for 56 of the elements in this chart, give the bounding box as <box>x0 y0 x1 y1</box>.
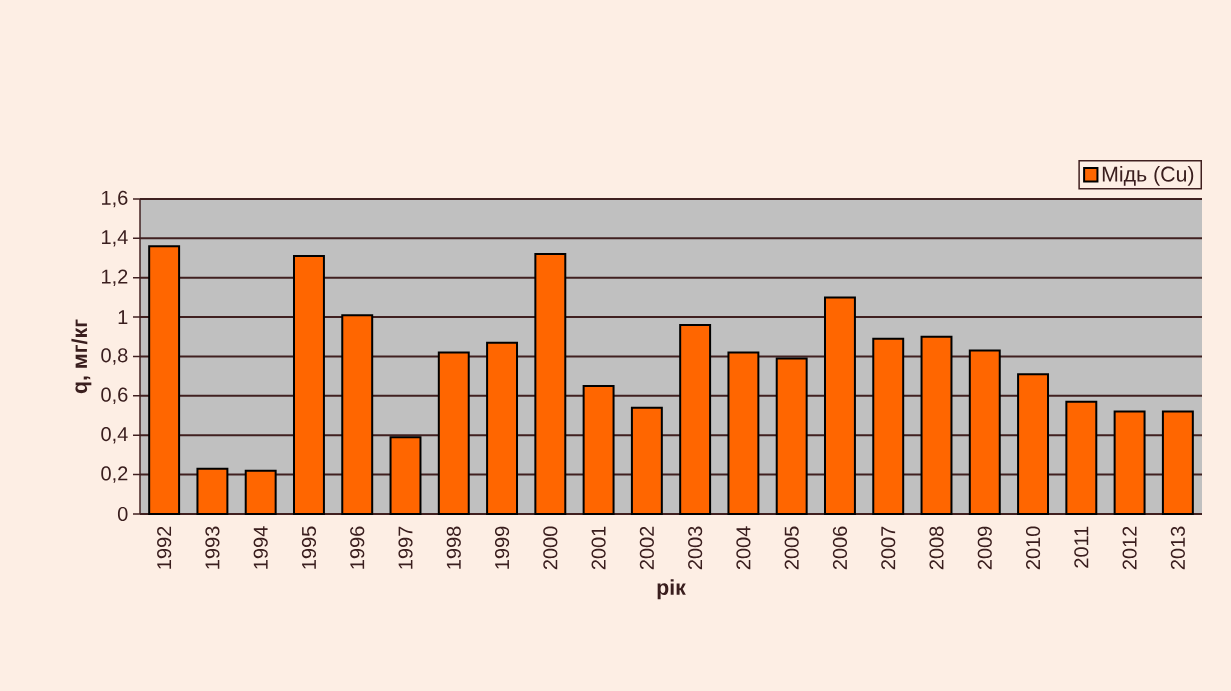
legend-label: Мідь (Cu) <box>1102 166 1194 186</box>
x-tick-label: 2006 <box>832 526 848 570</box>
bar <box>582 385 615 515</box>
y-tick-label: 1,6 <box>102 190 128 208</box>
x-tick-label: 2012 <box>1122 526 1137 570</box>
x-tick-label: 2013 <box>1170 526 1185 570</box>
x-tick-label: 1999 <box>494 526 510 569</box>
x-tick-label: 1994 <box>253 526 268 569</box>
x-tick-label: 2004 <box>736 526 751 570</box>
y-tick-label: 1,4 <box>102 230 128 247</box>
y-tick-label: 0 <box>117 506 128 522</box>
bar <box>824 296 856 515</box>
bar <box>727 351 760 515</box>
y-tick-label: 0,8 <box>101 348 128 365</box>
bar <box>389 436 422 515</box>
bar <box>293 255 325 515</box>
bar <box>775 357 808 515</box>
bar <box>486 341 519 515</box>
x-tick-label: 2001 <box>591 526 606 570</box>
x-tick-label: 2007 <box>881 526 896 570</box>
x-tick-label: 1992 <box>157 526 172 569</box>
bar <box>630 406 663 515</box>
x-tick-label: 1995 <box>301 526 317 569</box>
x-tick-label: 2000 <box>543 526 558 570</box>
x-tick-label: 2011 <box>1074 526 1089 568</box>
y-tick-label: 0,6 <box>101 387 128 405</box>
bar <box>437 351 470 515</box>
bar <box>920 335 953 515</box>
x-axis-title: рік <box>657 579 686 600</box>
bar <box>1113 410 1146 515</box>
bar <box>196 467 229 515</box>
y-tick-label: 0,4 <box>101 426 128 444</box>
y-tick-label: 1,2 <box>102 269 128 286</box>
bar <box>872 337 905 515</box>
bar <box>1017 373 1050 515</box>
y-tick-label: 1 <box>118 310 128 324</box>
y-axis-title: q, мг/кг <box>71 319 92 394</box>
x-tick-label: 1996 <box>350 526 365 569</box>
x-tick-label: 1998 <box>446 526 461 569</box>
y-tick-label: 0,2 <box>101 466 128 483</box>
bar <box>341 314 374 515</box>
bar <box>534 253 567 515</box>
x-tick-label: 2005 <box>784 526 799 570</box>
bar <box>968 349 1001 515</box>
bar <box>148 245 181 515</box>
x-tick-label: 2010 <box>1025 526 1041 570</box>
bar <box>1065 400 1098 515</box>
x-tick-label: 2009 <box>977 526 992 570</box>
x-tick-label: 1997 <box>398 526 413 569</box>
x-tick-label: 2002 <box>639 526 654 570</box>
x-tick-label: 1993 <box>205 526 220 569</box>
bar <box>1161 410 1194 515</box>
bar <box>244 469 277 515</box>
bar <box>679 323 712 515</box>
x-tick-label: 2008 <box>929 526 944 570</box>
x-tick-label: 2003 <box>688 526 703 570</box>
